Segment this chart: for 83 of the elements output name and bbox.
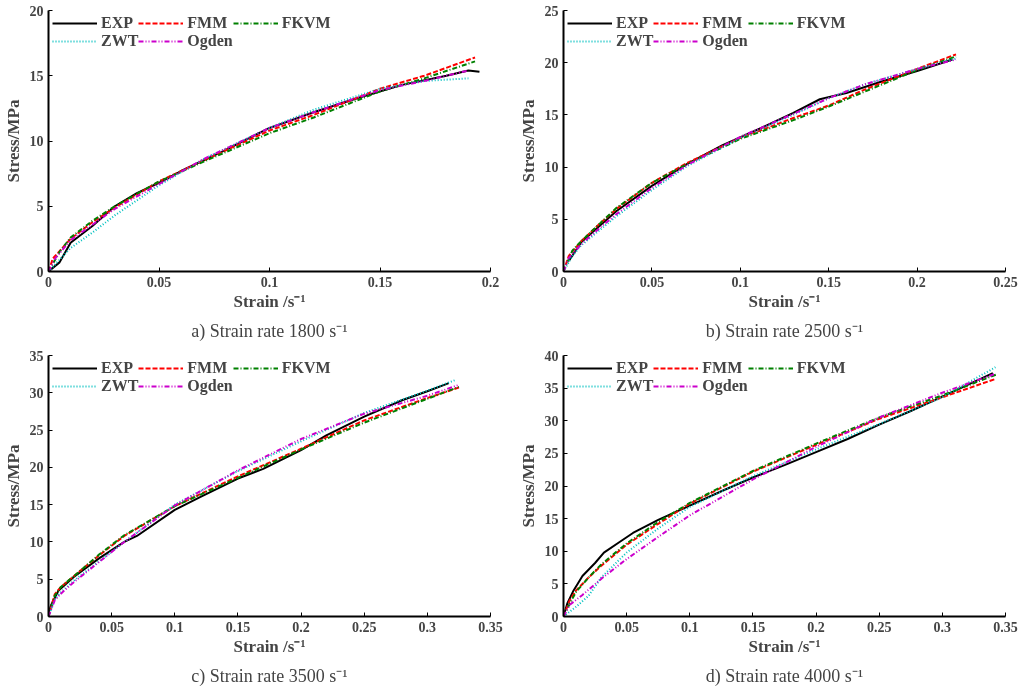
legend-label: EXP [101,14,133,32]
legend-label: Ogden [187,32,233,50]
x-tick-label: 0.1 [260,274,279,290]
y-tick-label: 5 [551,212,559,228]
y-tick-label: 15 [29,68,44,84]
x-axis-title: Strain /s⁻¹ [748,291,821,311]
y-axis-title: Stress/MPa [518,444,538,528]
x-tick-label: 0.1 [731,274,750,290]
legend-label: ZWT [616,32,654,50]
x-tick-label: 0.25 [993,274,1018,290]
legend-label: Ogden [702,32,748,50]
x-tick-label: 0.35 [478,619,503,635]
legend-label: FKVM [796,359,846,377]
x-tick-label: 0.3 [418,619,437,635]
y-tick-label: 30 [29,385,44,401]
y-tick-label: 0 [36,264,44,280]
legend-label: FMM [187,359,228,377]
y-tick-label: 30 [544,413,559,429]
legend-label: ZWT [616,377,654,395]
x-tick-label: 0.2 [481,274,500,290]
y-tick-label: 15 [544,511,559,527]
y-tick-label: 25 [544,3,559,19]
x-tick-label: 0.1 [166,619,184,635]
y-tick-label: 20 [544,55,559,71]
x-tick-label: 0.2 [807,619,825,635]
legend-label: FMM [702,14,743,32]
text: b) Strain rate 2500 s⁻¹ [705,320,864,342]
x-tick-label: 0.05 [639,274,665,290]
y-axis-title: Stress/MPa [3,444,23,528]
x-tick-label: 0.2 [292,619,310,635]
y-tick-label: 25 [29,423,44,439]
x-tick-label: 0.05 [99,619,124,635]
y-axis-title: Stress/MPa [518,99,538,183]
y-tick-label: 5 [36,199,44,215]
x-tick-label: 0.15 [816,274,841,290]
x-tick-label: 0.25 [351,619,377,635]
legend-label: FMM [702,359,743,377]
y-tick-label: 10 [29,134,44,149]
x-tick-label: 0.05 [146,274,172,290]
y-tick-label: 0 [36,609,44,625]
x-tick-label: 0.1 [681,619,699,635]
legend-label: Ogden [187,377,233,395]
y-tick-label: 20 [544,479,559,494]
y-tick-label: 0 [551,609,559,625]
x-tick-label: 0.35 [993,619,1018,635]
y-tick-label: 5 [36,572,44,588]
x-axis-title: Strain /s⁻¹ [233,636,306,656]
y-tick-label: 25 [544,446,559,462]
x-tick-label: 0.25 [866,619,892,635]
legend-label: EXP [101,359,133,377]
x-tick-label: 0.05 [614,619,639,635]
legend-label: Ogden [702,377,748,395]
y-tick-label: 10 [29,534,44,550]
x-axis-title: Strain /s⁻¹ [233,291,306,311]
y-tick-label: 10 [544,160,559,176]
legend-label: EXP [616,359,648,377]
x-tick-label: 0.15 [225,619,251,635]
legend-label: FKVM [796,14,846,32]
y-tick-label: 35 [29,348,44,364]
y-tick-label: 40 [544,348,559,364]
text: c) Strain rate 3500 s⁻¹ [191,665,348,687]
x-axis-title: Strain /s⁻¹ [748,636,821,656]
y-tick-label: 10 [544,544,559,560]
legend-label: FKVM [281,14,331,32]
text: a) Strain rate 1800 s⁻¹ [191,320,348,342]
x-tick-label: 0.15 [367,274,393,290]
x-tick-label: 0.15 [740,619,766,635]
y-tick-label: 20 [29,3,44,19]
y-tick-label: 20 [29,460,44,476]
text: d) Strain rate 4000 s⁻¹ [705,665,864,687]
legend-label: ZWT [101,377,139,395]
x-tick-label: 0.3 [933,619,952,635]
y-tick-label: 5 [551,576,559,592]
y-tick-label: 15 [29,497,44,513]
legend-label: EXP [616,14,648,32]
y-tick-label: 0 [551,264,559,280]
x-tick-label: 0.2 [908,274,926,290]
legend-label: ZWT [101,32,139,50]
legend-label: FKVM [281,359,331,377]
legend-label: FMM [187,14,228,32]
y-axis-title: Stress/MPa [3,99,23,183]
y-tick-label: 35 [544,381,559,397]
y-tick-label: 15 [544,107,559,123]
